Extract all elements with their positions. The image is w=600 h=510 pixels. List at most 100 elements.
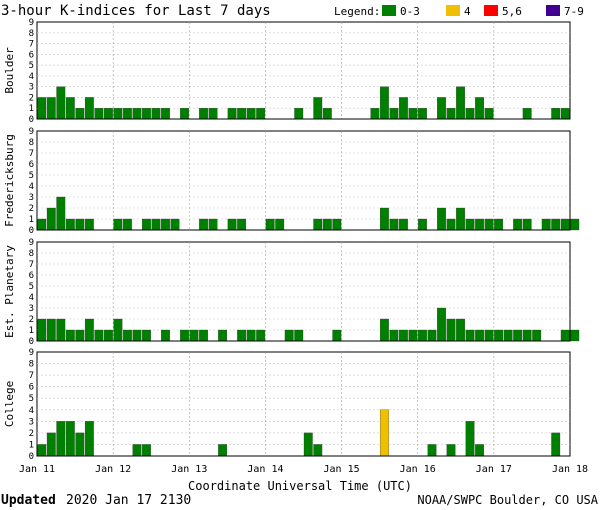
y-tick-label: 3: [29, 417, 34, 427]
panel-label: Est. Planetary: [3, 245, 16, 338]
bar: [446, 108, 456, 120]
x-tick-label: Jan 11: [19, 464, 55, 475]
y-tick-label: 4: [29, 406, 34, 416]
bar: [456, 318, 465, 342]
y-tick-label: 3: [29, 193, 34, 203]
bar: [65, 329, 75, 342]
y-tick-label: 2: [29, 93, 34, 103]
bar: [475, 329, 484, 342]
bar: [484, 329, 494, 342]
y-tick-label: 0: [29, 226, 34, 236]
x-tick-label: Jan 18: [552, 464, 588, 475]
bar: [313, 444, 323, 457]
y-tick-label: 7: [29, 149, 34, 159]
y-tick-label: 9: [29, 127, 34, 137]
bar: [75, 108, 85, 120]
bar: [332, 329, 342, 342]
bar: [132, 444, 142, 457]
y-tick-label: 0: [29, 115, 34, 125]
panel-label: Boulder: [3, 47, 16, 94]
x-tick-label: Jan 14: [247, 464, 283, 475]
panel-frame: [36, 130, 571, 231]
bar: [37, 318, 47, 342]
bar: [522, 108, 532, 120]
y-tick-label: 1: [29, 326, 34, 336]
legend-label: Legend:: [334, 5, 380, 18]
bar: [303, 432, 313, 457]
bar: [123, 218, 132, 231]
bar: [427, 329, 437, 342]
bar: [199, 329, 208, 342]
bar: [399, 329, 408, 342]
bar: [113, 218, 123, 231]
y-tick-label: 1: [29, 440, 34, 450]
bar: [484, 218, 494, 231]
y-tick-label: 8: [29, 249, 34, 259]
y-tick-label: 5: [29, 394, 34, 404]
bar: [399, 218, 408, 231]
bar: [322, 218, 332, 231]
updated-label: Updated: [1, 493, 56, 508]
bar: [151, 218, 161, 231]
panel-3: 0 12 34 56 78 9 College: [3, 348, 571, 462]
panel-label: College: [3, 381, 16, 427]
y-tick-label: 4: [29, 293, 34, 303]
bar: [161, 108, 170, 120]
bar: [56, 86, 66, 120]
bar: [237, 329, 247, 342]
bar: [484, 108, 494, 120]
bar: [560, 108, 570, 120]
bar: [389, 329, 399, 342]
bar: [322, 108, 332, 120]
bar: [75, 432, 85, 457]
panel-label: Fredericksburg: [3, 134, 16, 227]
bar: [513, 329, 523, 342]
legend-text-7-9: 7-9: [564, 5, 584, 18]
bar: [151, 108, 161, 120]
legend-swatch-0-3: [382, 5, 396, 16]
bar: [37, 97, 47, 120]
legend-swatch-5-6: [484, 5, 498, 16]
bar: [456, 207, 465, 231]
y-tick-label: 9: [29, 238, 34, 248]
bar: [418, 329, 427, 342]
bar: [199, 108, 208, 120]
y-tick-label: 2: [29, 204, 34, 214]
bar: [84, 421, 94, 457]
panel-frame: [36, 351, 571, 457]
bar: [237, 218, 247, 231]
bar: [570, 329, 580, 342]
bar: [399, 97, 408, 120]
bar: [446, 444, 456, 457]
y-tick-label: 3: [29, 83, 34, 93]
bar: [370, 108, 380, 120]
bar: [46, 318, 56, 342]
y-tick-label: 9: [29, 348, 34, 358]
bar: [408, 329, 418, 342]
bar: [56, 421, 66, 457]
bar: [465, 421, 475, 457]
bar: [113, 318, 123, 342]
y-tick-label: 1: [29, 104, 34, 114]
bar: [84, 97, 94, 120]
bar: [218, 329, 228, 342]
bar: [246, 108, 256, 120]
bar: [132, 108, 142, 120]
y-tick-label: 4: [29, 72, 34, 82]
y-tick-label: 2: [29, 429, 34, 439]
bar: [189, 329, 199, 342]
bar: [227, 108, 237, 120]
bar: [332, 218, 342, 231]
y-tick-label: 9: [29, 18, 34, 28]
bar: [465, 329, 475, 342]
bar: [65, 97, 75, 120]
bar: [379, 409, 389, 457]
bar: [389, 218, 399, 231]
x-tick-label: Jan 12: [95, 464, 131, 475]
bar: [103, 329, 113, 342]
bar: [541, 218, 551, 231]
x-tick-label: Jan 13: [171, 464, 207, 475]
